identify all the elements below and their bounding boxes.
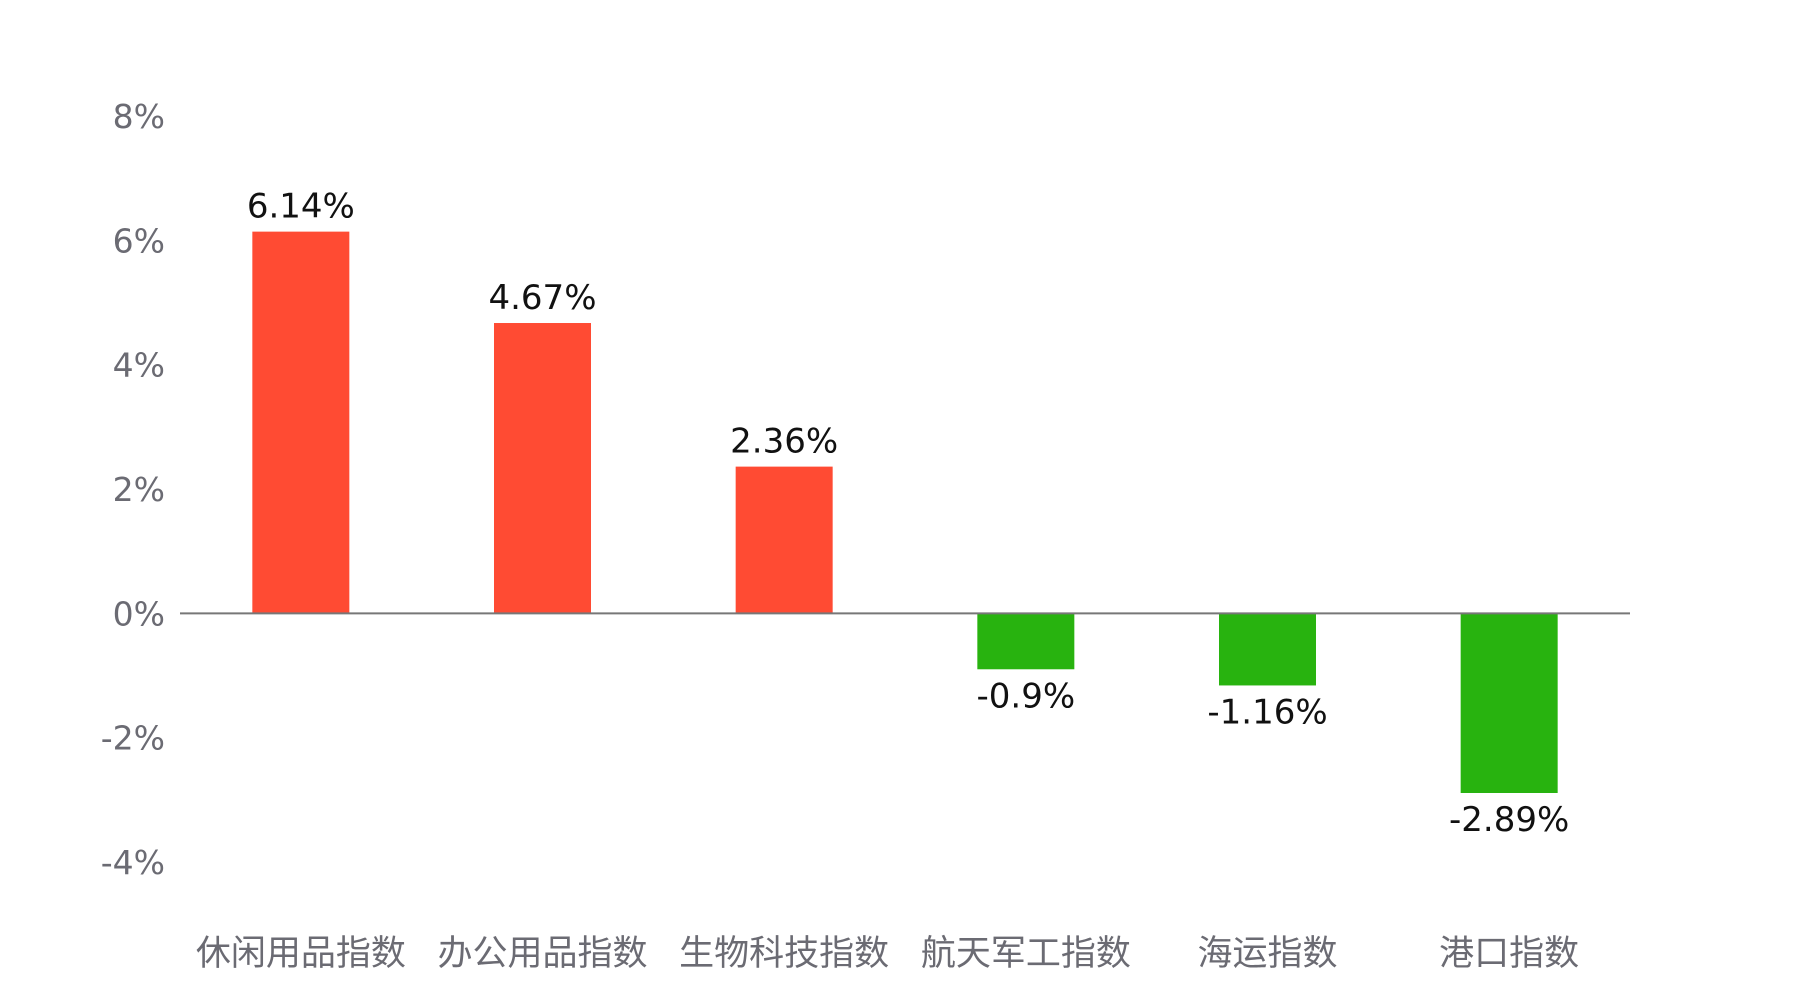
x-tick-label: 办公用品指数	[437, 934, 647, 974]
bar	[1219, 613, 1316, 686]
data-label: 6.14%	[247, 187, 355, 227]
bar	[977, 613, 1075, 670]
y-tick-label: 2%	[113, 470, 165, 509]
y-tick-label: 4%	[113, 346, 165, 385]
bar	[735, 466, 833, 614]
bar	[252, 231, 350, 614]
y-tick-label: -2%	[101, 719, 165, 758]
data-label: 2.36%	[730, 422, 838, 462]
bar	[1460, 613, 1558, 793]
y-tick-label: 6%	[113, 221, 165, 260]
data-label: 4.67%	[488, 278, 596, 318]
data-label: -1.16%	[1207, 692, 1327, 732]
x-tick-label: 航天军工指数	[921, 934, 1131, 974]
data-label: -2.89%	[1449, 800, 1569, 840]
bar	[494, 323, 591, 614]
x-tick-label: 休闲用品指数	[196, 934, 406, 974]
x-tick-label: 生物科技指数	[679, 934, 889, 974]
y-tick-label: 8%	[113, 97, 165, 136]
data-label: -0.9%	[977, 676, 1076, 716]
x-tick-label: 海运指数	[1197, 934, 1337, 974]
y-tick-label: 0%	[113, 594, 165, 633]
y-tick-label: -4%	[101, 843, 165, 882]
x-tick-label: 港口指数	[1439, 934, 1579, 974]
